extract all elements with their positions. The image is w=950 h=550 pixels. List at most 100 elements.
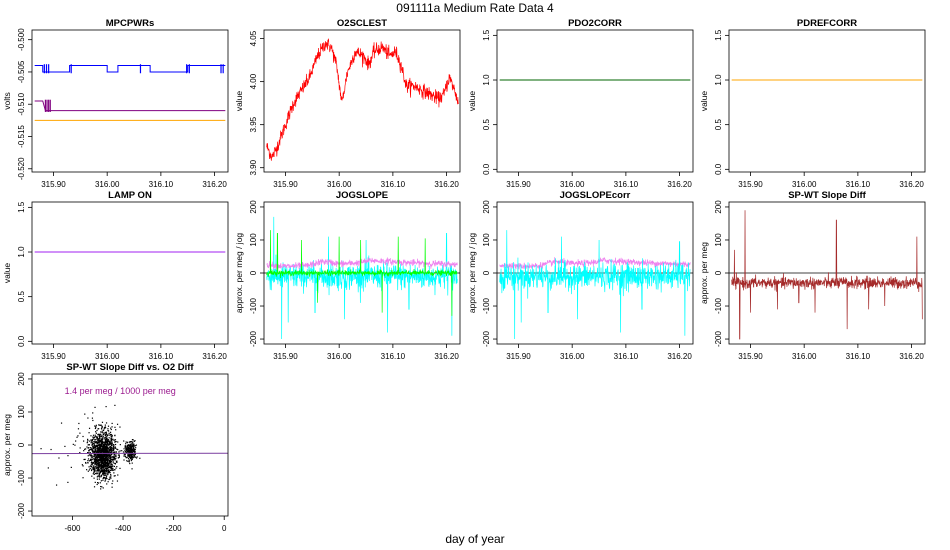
x-tick-label: 316.00 bbox=[327, 352, 352, 361]
scatter-point bbox=[109, 433, 111, 435]
scatter-point bbox=[74, 444, 76, 446]
scatter-point bbox=[107, 481, 109, 483]
scatter-point bbox=[96, 462, 98, 464]
y-tick-label: -200 bbox=[482, 330, 491, 347]
scatter-point bbox=[87, 462, 89, 464]
scatter-point bbox=[100, 451, 102, 453]
scatter-point bbox=[95, 427, 97, 429]
scatter-point bbox=[91, 450, 93, 452]
scatter-point bbox=[101, 430, 103, 432]
y-tick-label: 0 bbox=[482, 270, 491, 275]
scatter-point bbox=[103, 451, 106, 453]
scatter-point bbox=[101, 486, 103, 488]
scatter-point bbox=[100, 444, 102, 447]
scatter-point bbox=[107, 466, 109, 468]
scatter-point bbox=[129, 450, 131, 452]
scatter-point bbox=[113, 459, 115, 461]
scatter-point bbox=[95, 439, 97, 441]
x-tick-label: -600 bbox=[64, 524, 81, 533]
scatter-point bbox=[128, 455, 130, 458]
y-tick-label: 200 bbox=[714, 200, 723, 214]
scatter-point bbox=[102, 479, 104, 481]
scatter-point bbox=[115, 455, 117, 457]
scatter-point bbox=[101, 444, 103, 446]
scatter-point bbox=[92, 419, 94, 422]
y-tick-label: 1.5 bbox=[714, 29, 723, 41]
scatter-point bbox=[114, 443, 117, 446]
scatter-point bbox=[109, 465, 111, 467]
scatter-point bbox=[95, 437, 97, 439]
scatter-point bbox=[95, 446, 97, 448]
y-axis-label: volts bbox=[2, 92, 12, 109]
scatter-point bbox=[91, 439, 94, 441]
scatter-point bbox=[110, 459, 112, 461]
scatter-point bbox=[126, 447, 128, 449]
scatter-point bbox=[131, 458, 133, 460]
scatter-point bbox=[94, 447, 97, 449]
plot-area-spwtslopediff bbox=[729, 210, 925, 340]
scatter-point bbox=[96, 445, 98, 448]
scatter-point bbox=[110, 469, 112, 471]
scatter-point bbox=[100, 463, 102, 465]
scatter-point bbox=[127, 460, 129, 462]
scatter-point bbox=[126, 442, 128, 444]
scatter-point bbox=[115, 457, 117, 459]
scatter-point bbox=[98, 473, 100, 475]
y-tick-label: 0 bbox=[714, 270, 723, 275]
scatter-point bbox=[133, 440, 135, 442]
scatter-point bbox=[107, 470, 110, 473]
scatter-point bbox=[128, 454, 130, 457]
scatter-point bbox=[101, 457, 103, 459]
scatter-point bbox=[139, 457, 141, 459]
scatter-point bbox=[113, 455, 115, 457]
scatter-point bbox=[109, 476, 111, 478]
scatter-point bbox=[130, 449, 133, 451]
scatter-point bbox=[93, 469, 95, 471]
scatter-point bbox=[92, 434, 95, 436]
scatter-point bbox=[131, 450, 133, 452]
scatter-point bbox=[95, 455, 97, 457]
scatter-point bbox=[95, 424, 97, 426]
scatter-point bbox=[110, 439, 113, 442]
scatter-point bbox=[109, 449, 111, 452]
scatter-point bbox=[107, 464, 109, 466]
scatter-point bbox=[109, 478, 111, 480]
scatter-point bbox=[94, 452, 96, 454]
scatter-point bbox=[91, 463, 93, 466]
scatter-point bbox=[97, 464, 99, 466]
scatter-point bbox=[108, 443, 110, 445]
scatter-point bbox=[76, 436, 78, 438]
scatter-point bbox=[107, 434, 109, 436]
x-tick-label: 316.20 bbox=[667, 352, 692, 361]
scatter-point bbox=[96, 478, 99, 480]
scatter-point bbox=[102, 454, 104, 456]
scatter-point bbox=[95, 425, 97, 428]
scatter-point bbox=[106, 434, 108, 436]
y-tick-label: 200 bbox=[17, 372, 26, 386]
scatter-point bbox=[100, 470, 102, 472]
scatter-point bbox=[100, 460, 102, 462]
scatter-point bbox=[107, 469, 110, 472]
scatter-point bbox=[106, 435, 108, 438]
scatter-point bbox=[101, 467, 103, 469]
scatter-point bbox=[111, 482, 113, 485]
series-line bbox=[499, 256, 691, 271]
x-tick-label: 316.10 bbox=[149, 180, 174, 189]
scatter-point bbox=[108, 472, 110, 474]
scatter-point bbox=[107, 454, 109, 457]
scatter-point bbox=[112, 465, 114, 467]
scatter-point bbox=[111, 459, 113, 461]
scatter-point bbox=[107, 440, 110, 442]
series-line bbox=[731, 210, 923, 340]
panel-title: MPCPWRs bbox=[106, 18, 155, 29]
scatter-point bbox=[105, 477, 107, 479]
scatter-point bbox=[98, 447, 100, 449]
scatter-point bbox=[106, 459, 108, 461]
scatter-point bbox=[103, 432, 105, 434]
scatter-point bbox=[92, 412, 94, 414]
scatter-point bbox=[91, 468, 93, 470]
x-tick-label: 315.90 bbox=[41, 180, 66, 189]
scatter-point bbox=[102, 466, 105, 469]
scatter-point bbox=[114, 457, 116, 459]
scatter-point bbox=[104, 431, 106, 434]
